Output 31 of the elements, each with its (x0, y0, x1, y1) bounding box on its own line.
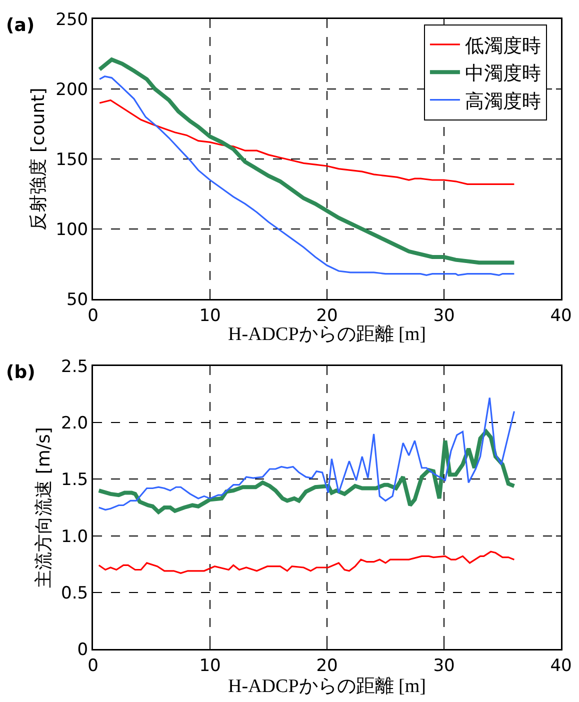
line-series (98, 550, 515, 574)
x-tick-label: 10 (199, 306, 221, 326)
x-tick-label: 40 (550, 656, 572, 676)
y-tick-label: 0.5 (61, 583, 88, 604)
y-tick-label: 100 (56, 220, 88, 240)
x-tick-label: 10 (199, 656, 221, 676)
text: (a) (6, 15, 35, 36)
y-tick-label: 1.0 (61, 526, 88, 547)
x-tick-label: 30 (433, 306, 455, 326)
x-tick-label: 40 (550, 306, 572, 326)
x-axis-title: H-ADCPからの距離 [m] (228, 324, 426, 345)
text: (b) (6, 362, 36, 383)
y-tick-label: 250 (56, 10, 88, 30)
y-tick-label: 1.5 (61, 470, 88, 490)
legend-label: 中濁度時 (464, 62, 541, 85)
line-series (98, 396, 515, 511)
x-tick-label: 30 (433, 656, 455, 676)
x-tick-label: 20 (316, 656, 338, 676)
y-tick-label: 150 (56, 150, 88, 170)
y-tick-label: 2.5 (61, 356, 88, 377)
y-tick-label: 2.0 (61, 414, 88, 434)
line-series (96, 430, 516, 514)
y-tick-label: 200 (56, 80, 88, 100)
y-tick-label: 50 (66, 290, 88, 310)
y-axis-title: 反射強度 [count] (28, 88, 50, 230)
y-tick-label: 0 (77, 640, 88, 660)
y-axis-title: 主流方向流速 [m/s] (34, 427, 55, 588)
x-tick-label: 20 (316, 306, 338, 326)
legend-label: 低濁度時 (464, 34, 541, 57)
x-axis-title: H-ADCPからの距離 [m] (228, 676, 426, 697)
legend-label: 高濁度時 (464, 90, 541, 112)
